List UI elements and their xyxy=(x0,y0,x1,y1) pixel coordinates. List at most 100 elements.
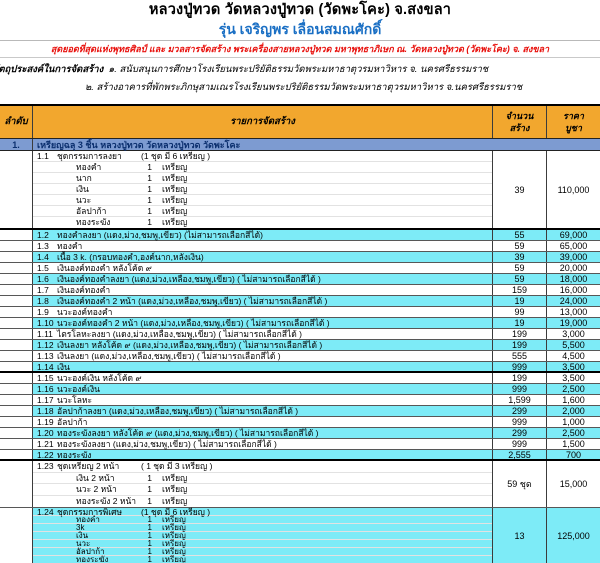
qty-cell: 999 xyxy=(493,362,547,372)
item-cell: 1.18 อัลปาก้าลงยา (แดง,ม่วง,เหลือง,ชมพู,เ… xyxy=(33,406,493,416)
table-row: 1.23 ชุดเหรียญ 2 หน้า ( 1 ชุด มี 3 เหรียญ … xyxy=(0,461,600,508)
row-number: 1.10 xyxy=(37,318,54,328)
price-cell: 1,000 xyxy=(562,417,585,427)
set-item-label: นวะ 2 หน้า xyxy=(76,484,117,494)
item-cell: 1.14 เงิน xyxy=(33,362,493,372)
price-cell: 3,500 xyxy=(562,373,585,383)
table-header-row: ลำดับ รายการจัดสร้าง จำนวน สร้าง ราคา บู… xyxy=(0,106,600,139)
row-number-cell xyxy=(0,274,33,284)
item-cell: 1.9 นวะองค์ทองคำ xyxy=(33,307,493,317)
row-number-cell xyxy=(0,329,33,339)
row-number-cell xyxy=(0,241,33,251)
item-name: ทองระฆังลงยา (แดง,ม่วง,ชมพู,เขียว) ( ไม่… xyxy=(57,439,277,449)
item-name: นวะองค์เงิน หลังโค้ด ๙ xyxy=(57,373,142,383)
item-cell: 1.19 อัลปาก้า xyxy=(33,417,493,427)
row-number: 1.19 xyxy=(37,417,54,427)
table-row: 1.9 นวะองค์ทองคำ 99 13,000 xyxy=(0,307,600,318)
qty-cell: 299 xyxy=(493,428,547,438)
row-number-cell xyxy=(0,450,33,459)
set-item-line: 3k 1 เหรียญ xyxy=(33,524,492,532)
row-number-cell xyxy=(0,417,33,427)
row-number: 1.21 xyxy=(37,439,54,449)
set-item-line: เงิน 1 เหรียญ xyxy=(33,184,492,195)
item-name: เงินองค์ทองคำ 2 หน้า (แดง,ม่วง,เหลือง,ชม… xyxy=(57,296,328,306)
row-number-cell xyxy=(0,296,33,306)
price-cell: 1,600 xyxy=(562,395,585,405)
table-row: 1.2 ทองคำลงยา (แดง,ม่วง,ชมพู,เขียว) (ไม่ส… xyxy=(0,230,600,241)
item-name: ทองระฆัง xyxy=(57,449,92,460)
qty-cell: 999 xyxy=(493,384,547,394)
qty-cell: 13 xyxy=(493,508,547,563)
set-item-line: ทองคำ 1 เหรียญ xyxy=(33,516,492,524)
set-item-count: 1 xyxy=(147,206,152,216)
purpose-label: วัตถุประสงค์ในการจัดสร้าง xyxy=(0,64,104,75)
item-cell: 1.22 ทองระฆัง xyxy=(33,449,493,460)
set-item-unit: เหรียญ xyxy=(162,495,188,506)
spacer xyxy=(0,95,600,104)
row-number: 1.23 xyxy=(37,461,54,471)
set-item-count: 1 xyxy=(147,495,152,506)
row-number-cell xyxy=(0,351,33,361)
set-item-label: ทองคำ xyxy=(76,162,102,172)
price-cell: 24,000 xyxy=(547,296,600,306)
row-number-cell xyxy=(0,508,33,563)
table-row: 1.6 เงินองค์ทองคำลงยา (แดง,ม่วง,เหลือง,ชม… xyxy=(0,274,600,285)
item-name: เงินลงยา หลังโค้ด ๙ (แดง,ม่วง,เหลือง,ชมพ… xyxy=(57,340,323,350)
set-item-count: 1 xyxy=(147,555,152,563)
purpose-item-2: ๒. สร้างอาคารที่พักพระภิกษุสามเณรโรงเรีย… xyxy=(85,82,523,93)
set-item-unit: เหรียญ xyxy=(162,162,188,172)
set-item-line: อัลปาก้า 1 เหรียญ xyxy=(33,548,492,556)
set-item-label: ทองระฆัง xyxy=(76,555,109,563)
item-name: ไตรโลหะลงยา (แดง,ม่วง,เหลือง,ชมพู,เขียว)… xyxy=(57,329,302,339)
qty-cell: 19 xyxy=(493,318,547,328)
qty-cell: 19 xyxy=(493,296,547,306)
table-row: 1.1 ชุดกรรมการลงยา (1 ชุด มี 6 เหรียญ ) ทอง… xyxy=(0,151,600,230)
set-item-unit: เหรียญ xyxy=(162,173,188,183)
set-note: (1 ชุด มี 6 เหรียญ ) xyxy=(141,507,211,517)
set-item-unit: เหรียญ xyxy=(162,531,186,540)
col-header-price: ราคา บูชา xyxy=(563,111,584,133)
set-item-count: 1 xyxy=(147,217,152,227)
table-row: 1.22 ทองระฆัง 2,555 700 xyxy=(0,450,600,461)
item-cell: 1.23 ชุดเหรียญ 2 หน้า ( 1 ชุด มี 3 เหรียญ … xyxy=(33,461,493,507)
row-number-cell xyxy=(0,373,33,383)
qty-cell: 199 xyxy=(493,329,547,339)
table-row: 1.13 เงินลงยา (แดง,ม่วง,เหลือง,ชมพู,เขียว… xyxy=(0,351,600,362)
row-number: 1.24 xyxy=(37,507,54,517)
row-number: 1.15 xyxy=(37,373,54,383)
table-row: 1.18 อัลปาก้าลงยา (แดง,ม่วง,เหลือง,ชมพู,เ… xyxy=(0,406,600,417)
price-cell: 69,000 xyxy=(547,230,600,240)
set-item-unit: เหรียญ xyxy=(162,206,188,216)
col-header-no: ลำดับ xyxy=(0,106,33,138)
qty-cell: 59 xyxy=(493,241,547,251)
set-header-line: 1.1 ชุดกรรมการลงยา (1 ชุด มี 6 เหรียญ ) xyxy=(33,151,492,162)
table-row: 1.8 เงินองค์ทองคำ 2 หน้า (แดง,ม่วง,เหลือง… xyxy=(0,296,600,307)
set-name: ชุดกรรมการพิเศษ xyxy=(57,507,123,517)
item-cell: 1.13 เงินลงยา (แดง,ม่วง,เหลือง,ชมพู,เขียว… xyxy=(33,351,493,361)
row-number-cell xyxy=(0,230,33,240)
set-item-count: 1 xyxy=(147,515,152,524)
set-item-label: เงิน xyxy=(76,531,89,540)
col-header-qty: จำนวน สร้าง xyxy=(493,106,547,138)
table-row: 1.15 นวะองค์เงิน หลังโค้ด ๙ 199 3,500 xyxy=(0,373,600,384)
set-item-unit: เหรียญ xyxy=(162,195,188,205)
qty-cell: 55 xyxy=(493,230,547,240)
row-number-cell xyxy=(0,428,33,438)
row-number: 1.16 xyxy=(37,384,54,394)
set-item-line: นาก 1 เหรียญ xyxy=(33,173,492,184)
set-item-line: ทองระฆัง 1 เหรียญ xyxy=(33,217,492,228)
table-row: 1.17 นวะโลหะ 1,599 1,600 xyxy=(0,395,600,406)
set-item-label: นาก xyxy=(76,173,92,183)
item-name: นวะองค์ทองคำ 2 หน้า (แดง,ม่วง,เหลือง,ชมพ… xyxy=(57,318,330,328)
table-row: 1.16 นวะองค์เงิน 999 2,500 xyxy=(0,384,600,395)
item-name: นวะองค์เงิน xyxy=(57,384,100,394)
price-cell: 4,500 xyxy=(562,351,585,361)
set-item-unit: เหรียญ xyxy=(162,217,188,227)
purpose-item-1: ๑. สนับสนุนการศึกษาโรงเรียนพระปริยัติธรร… xyxy=(108,64,489,75)
table-row: 1.24 ชุดกรรมการพิเศษ (1 ชุด มี 6 เหรียญ ) ท… xyxy=(0,508,600,563)
set-item-label: อัลปาก้า xyxy=(76,547,105,556)
item-cell: 1.2 ทองคำลงยา (แดง,ม่วง,ชมพู,เขียว) (ไม่ส… xyxy=(33,230,493,240)
row-number: 1.2 xyxy=(37,230,49,240)
row-number-cell xyxy=(0,461,33,507)
